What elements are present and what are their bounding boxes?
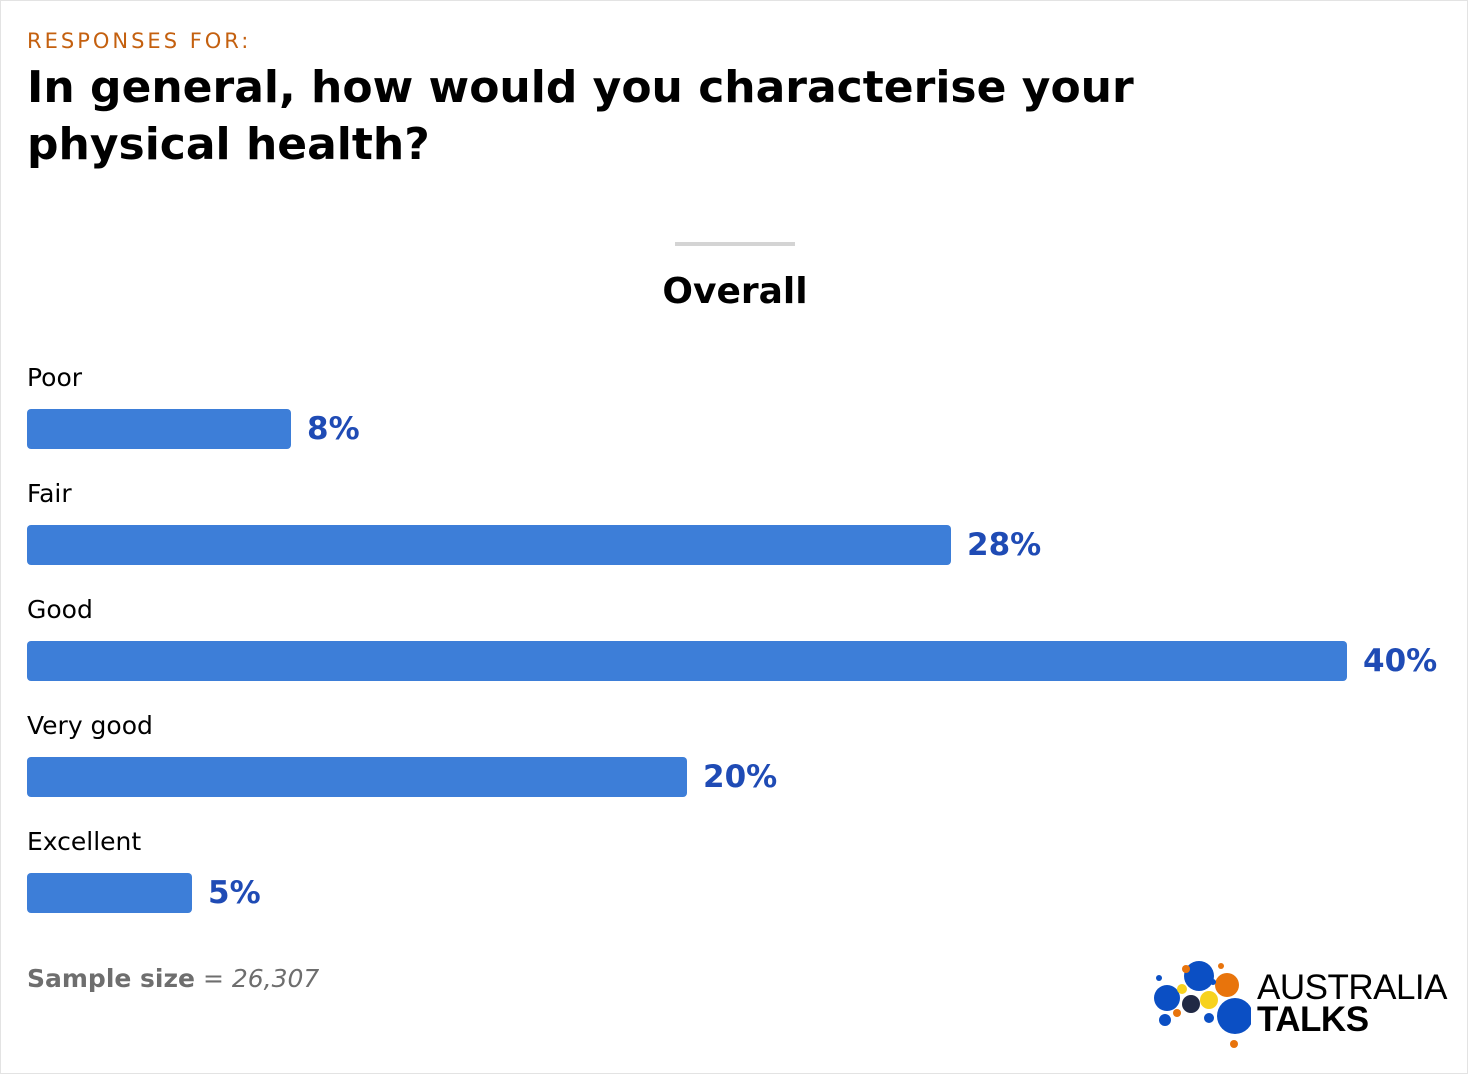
- logo-text-australia: AUSTRALIA: [1257, 968, 1448, 1007]
- category-label: Good: [27, 595, 93, 624]
- bar: [27, 757, 687, 797]
- category-label: Poor: [27, 363, 83, 392]
- value-label: 5%: [208, 875, 261, 911]
- bar: [27, 409, 291, 449]
- category-label: Excellent: [27, 827, 142, 856]
- value-label: 20%: [703, 759, 778, 795]
- bar: [27, 873, 192, 913]
- kicker-label: RESPONSES FOR:: [27, 29, 252, 53]
- bar: [27, 641, 1347, 681]
- australia-talks-logo: AUSTRALIA TALKS: [1151, 956, 1451, 1056]
- sample-size: Sample size = 26,307: [27, 963, 319, 995]
- logo-text-talks: TALKS: [1257, 1000, 1369, 1039]
- dots-logo-icon: [1154, 961, 1251, 1048]
- question-title: In general, how would you characterise y…: [27, 62, 1134, 170]
- value-label: 8%: [307, 411, 360, 447]
- bar: [27, 525, 951, 565]
- value-label: 28%: [967, 527, 1042, 563]
- sample-size-value: 26,307: [231, 964, 320, 993]
- value-label: 40%: [1363, 643, 1438, 679]
- category-label: Fair: [27, 479, 72, 508]
- chart-title: Overall: [662, 271, 808, 312]
- section-divider: [675, 242, 795, 246]
- category-label: Very good: [27, 711, 153, 740]
- sample-size-separator: =: [195, 964, 232, 993]
- sample-size-label: Sample size: [27, 964, 196, 993]
